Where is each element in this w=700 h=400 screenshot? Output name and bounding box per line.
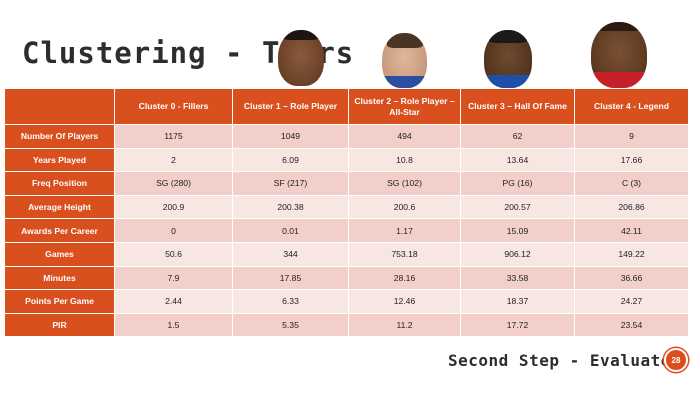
table-cell: 149.22 bbox=[574, 241, 689, 267]
column-header: Cluster 0 - Fillers bbox=[114, 88, 233, 125]
table-cell: 17.85 bbox=[232, 265, 349, 291]
footer-title: Second Step - Evaluate bbox=[448, 351, 671, 370]
table-row: Number Of Players 1175 1049 494 62 9 bbox=[4, 124, 689, 149]
table-cell: C (3) bbox=[574, 171, 689, 196]
row-label: Years Played bbox=[4, 147, 115, 173]
table-cell: 62 bbox=[460, 124, 575, 149]
table-cell: 13.64 bbox=[460, 147, 575, 173]
table-cell: 11.2 bbox=[348, 312, 461, 338]
table-cell: 906.12 bbox=[460, 241, 575, 267]
table-cell: 15.09 bbox=[460, 218, 575, 243]
page-number-badge: 28 bbox=[664, 348, 688, 372]
table-cell: SF (217) bbox=[232, 171, 349, 196]
table-row: Freq Position SG (280) SF (217) SG (102)… bbox=[4, 171, 689, 196]
table-cell: 5.35 bbox=[232, 312, 349, 338]
table-cell: 200.38 bbox=[232, 194, 349, 220]
table-row: Awards Per Career 0 0.01 1.17 15.09 42.1… bbox=[4, 218, 689, 243]
table-cell: 753.18 bbox=[348, 241, 461, 267]
header-corner bbox=[4, 88, 115, 125]
table-cell: 28.16 bbox=[348, 265, 461, 291]
table-row: Points Per Game 2.44 6.33 12.46 18.37 24… bbox=[4, 289, 689, 314]
table-cell: 6.33 bbox=[232, 289, 349, 314]
table-cell: 2.44 bbox=[114, 289, 233, 314]
table-cell: 18.37 bbox=[460, 289, 575, 314]
table-cell: 17.72 bbox=[460, 312, 575, 338]
row-label: PIR bbox=[4, 312, 115, 338]
player-photo-cluster-4 bbox=[591, 22, 647, 88]
column-header: Cluster 1 – Role Player bbox=[232, 88, 349, 125]
table-cell: 206.86 bbox=[574, 194, 689, 220]
table-cell: 200.6 bbox=[348, 194, 461, 220]
player-photo-cluster-1 bbox=[278, 30, 324, 86]
row-label: Minutes bbox=[4, 265, 115, 291]
table-cell: 17.66 bbox=[574, 147, 689, 173]
table-cell: 0.01 bbox=[232, 218, 349, 243]
table-row: Games 50.6 344 753.18 906.12 149.22 bbox=[4, 241, 689, 267]
table-header-row: Cluster 0 - Fillers Cluster 1 – Role Pla… bbox=[4, 88, 689, 125]
table-cell: PG (16) bbox=[460, 171, 575, 196]
player-photo-cluster-2 bbox=[382, 33, 427, 88]
column-header: Cluster 3 – Hall Of Fame bbox=[460, 88, 575, 125]
table-cell: SG (280) bbox=[114, 171, 233, 196]
table-row: Years Played 2 6.09 10.8 13.64 17.66 bbox=[4, 147, 689, 173]
table-cell: 12.46 bbox=[348, 289, 461, 314]
table-cell: 9 bbox=[574, 124, 689, 149]
table-cell: 200.57 bbox=[460, 194, 575, 220]
row-label: Freq Position bbox=[4, 171, 115, 196]
table-cell: 10.8 bbox=[348, 147, 461, 173]
column-header: Cluster 2 – Role Player – All-Star bbox=[348, 88, 461, 125]
table-cell: 36.66 bbox=[574, 265, 689, 291]
row-label: Average Height bbox=[4, 194, 115, 220]
row-label: Games bbox=[4, 241, 115, 267]
table-cell: 42.11 bbox=[574, 218, 689, 243]
table-cell: SG (102) bbox=[348, 171, 461, 196]
table-cell: 1.17 bbox=[348, 218, 461, 243]
table-cell: 2 bbox=[114, 147, 233, 173]
row-label: Number Of Players bbox=[4, 124, 115, 149]
column-header: Cluster 4 - Legend bbox=[574, 88, 689, 125]
row-label: Awards Per Career bbox=[4, 218, 115, 243]
table-row: Minutes 7.9 17.85 28.16 33.58 36.66 bbox=[4, 265, 689, 291]
table-cell: 494 bbox=[348, 124, 461, 149]
table-cell: 33.58 bbox=[460, 265, 575, 291]
cluster-stats-table: Cluster 0 - Fillers Cluster 1 – Role Pla… bbox=[4, 88, 689, 338]
table-cell: 23.54 bbox=[574, 312, 689, 338]
table-cell: 1.5 bbox=[114, 312, 233, 338]
table-cell: 200.9 bbox=[114, 194, 233, 220]
player-photo-cluster-3 bbox=[484, 30, 532, 88]
table-cell: 0 bbox=[114, 218, 233, 243]
table-row: Average Height 200.9 200.38 200.6 200.57… bbox=[4, 194, 689, 220]
table-cell: 1175 bbox=[114, 124, 233, 149]
table-cell: 344 bbox=[232, 241, 349, 267]
table-cell: 24.27 bbox=[574, 289, 689, 314]
table-cell: 50.6 bbox=[114, 241, 233, 267]
table-row: PIR 1.5 5.35 11.2 17.72 23.54 bbox=[4, 312, 689, 338]
table-cell: 1049 bbox=[232, 124, 349, 149]
table-cell: 7.9 bbox=[114, 265, 233, 291]
row-label: Points Per Game bbox=[4, 289, 115, 314]
table-cell: 6.09 bbox=[232, 147, 349, 173]
